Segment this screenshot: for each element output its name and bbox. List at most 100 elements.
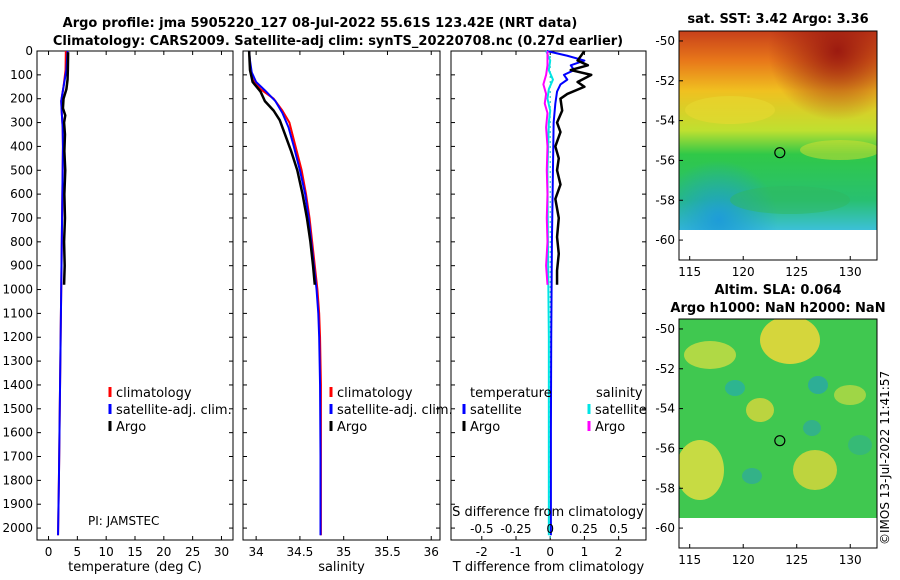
diff-legend-sal-satellite-label: satellite (595, 403, 647, 418)
top-tick-label: -0.25 (500, 522, 531, 536)
salinity-line-2 (248, 50, 322, 536)
x-tick-label: 30 (214, 545, 229, 559)
map-y-tick-label: -52 (655, 362, 675, 376)
figure-title-line1: Argo profile: jma 5905220_127 08-Jul-202… (63, 16, 578, 31)
top-axis-label: S difference from climatology (452, 505, 644, 520)
map-y-tick-label: -60 (655, 233, 675, 247)
salinity-line-3 (247, 50, 317, 285)
x-tick-label: 15 (127, 545, 142, 559)
y-tick-label: 1300 (2, 354, 33, 368)
x-axis-label: temperature (deg C) (68, 560, 202, 575)
difference-line-4 (542, 51, 549, 285)
map-x-tick-label: 120 (732, 553, 755, 567)
pi-label: PI: JAMSTEC (88, 514, 159, 528)
y-tick-label: 400 (10, 139, 33, 153)
map-y-tick-label: -52 (655, 74, 675, 88)
x-tick-label: -1 (510, 545, 522, 559)
y-tick-label: 100 (10, 68, 33, 82)
x-tick-label: 36 (424, 545, 439, 559)
x-tick-label: 20 (156, 545, 171, 559)
y-tick-label: 700 (10, 211, 33, 225)
top-tick-label: 0 (546, 522, 554, 536)
diff-legend-sal-title: salinity (596, 386, 643, 401)
sla-map-title-line1: Altim. SLA: 0.064 (715, 283, 842, 298)
y-tick-label: 200 (10, 92, 33, 106)
map-y-tick-label: -54 (655, 114, 675, 128)
temperature-legend-1-label: climatology (116, 386, 192, 401)
salinity-line-1 (248, 50, 322, 536)
diff-legend-sal-argo-label: Argo (595, 420, 625, 435)
difference-line-3 (545, 50, 554, 536)
sst-map-title: sat. SST: 3.42 Argo: 3.36 (687, 12, 868, 27)
map-x-tick-label: 125 (785, 265, 808, 279)
x-tick-label: 35 (336, 545, 351, 559)
x-tick-label: 34 (248, 545, 263, 559)
map-y-tick-label: -50 (655, 34, 675, 48)
sla-map-title-line2: Argo h1000: NaN h2000: NaN (670, 301, 885, 316)
top-tick-label: -0.5 (470, 522, 493, 536)
y-tick-label: 1500 (2, 402, 33, 416)
map-y-tick-label: -58 (655, 481, 675, 495)
y-tick-label: 800 (10, 235, 33, 249)
map-y-tick-label: -56 (655, 153, 675, 167)
map-x-tick-label: 130 (839, 553, 862, 567)
map-y-tick-label: -50 (655, 322, 675, 336)
x-tick-label: 1 (581, 545, 589, 559)
map-x-tick-label: 125 (785, 553, 808, 567)
x-tick-label: 2 (615, 545, 623, 559)
figure-title-line2: Climatology: CARS2009. Satellite-adj cli… (53, 34, 623, 49)
diff-legend-temp-title: temperature (470, 386, 552, 401)
temperature-legend-3-label: Argo (116, 420, 146, 435)
salinity-legend-2-label: satellite-adj. clim. (337, 403, 453, 418)
y-tick-label: 1100 (2, 306, 33, 320)
y-tick-label: 0 (25, 44, 33, 58)
y-tick-label: 300 (10, 116, 33, 130)
plot-frame-1 (36, 50, 234, 541)
x-axis-label: salinity (318, 560, 365, 575)
y-tick-label: 2000 (2, 521, 33, 535)
map-x-tick-label: 115 (678, 553, 701, 567)
salinity-legend-3-label: Argo (337, 420, 367, 435)
y-tick-label: 1600 (2, 426, 33, 440)
map-x-tick-label: 115 (678, 265, 701, 279)
x-tick-label: 34.5 (287, 545, 314, 559)
top-tick-label: 0.25 (571, 522, 598, 536)
temperature-line-2 (57, 50, 69, 536)
x-axis-label: T difference from climatology (452, 560, 645, 575)
y-tick-label: 1400 (2, 378, 33, 392)
x-tick-label: 35.5 (374, 545, 401, 559)
x-tick-label: 10 (99, 545, 114, 559)
map-x-tick-label: 130 (839, 265, 862, 279)
temperature-legend-2-label: satellite-adj. clim. (116, 403, 232, 418)
difference-line-2 (554, 50, 593, 285)
map-y-tick-label: -54 (655, 402, 675, 416)
temperature-line-3 (61, 52, 70, 285)
sla-map (678, 318, 878, 549)
x-tick-label: -2 (476, 545, 488, 559)
argo-position-marker (774, 435, 786, 447)
argo-position-marker (774, 147, 786, 159)
sst-map (678, 30, 878, 261)
y-tick-label: 1800 (2, 473, 33, 487)
difference-line-1 (546, 50, 586, 536)
y-tick-label: 500 (10, 163, 33, 177)
map-x-tick-label: 120 (732, 265, 755, 279)
y-tick-label: 1200 (2, 330, 33, 344)
map-y-tick-label: -58 (655, 193, 675, 207)
y-tick-label: 1000 (2, 283, 33, 297)
y-tick-label: 900 (10, 259, 33, 273)
y-tick-label: 1900 (2, 497, 33, 511)
copyright-watermark: ©IMOS 13-Jul-2022 11:41:57 (878, 371, 892, 545)
top-tick-label: 0.5 (609, 522, 628, 536)
y-tick-label: 600 (10, 187, 33, 201)
x-tick-label: 25 (185, 545, 200, 559)
salinity-legend-1-label: climatology (337, 386, 413, 401)
diff-legend-temp-argo-label: Argo (470, 420, 500, 435)
diff-legend-temp-satellite-label: satellite (470, 403, 522, 418)
map-y-tick-label: -56 (655, 441, 675, 455)
y-tick-label: 1700 (2, 450, 33, 464)
plot-frame-2 (242, 50, 441, 541)
x-tick-label: 5 (74, 545, 82, 559)
map-y-tick-label: -60 (655, 521, 675, 535)
